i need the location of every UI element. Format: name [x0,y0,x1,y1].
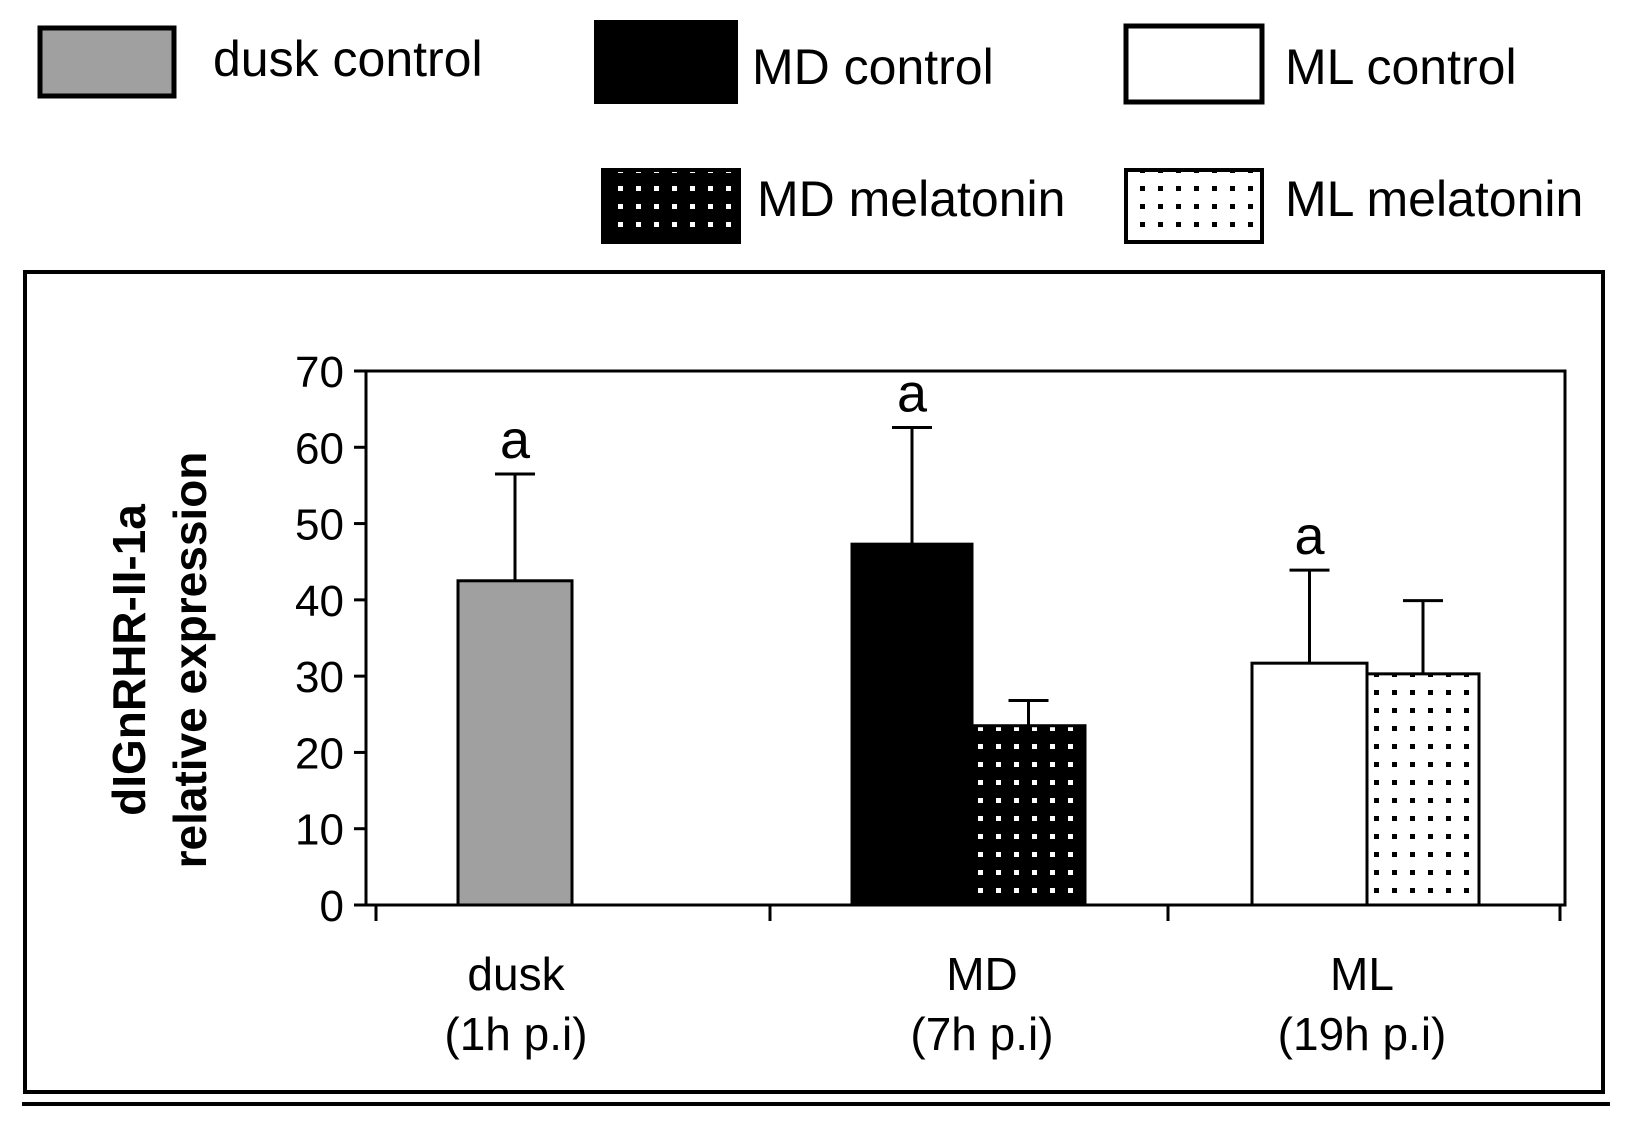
legend-label-md-control: MD control [752,39,994,95]
legend-label-dusk-control: dusk control [213,31,483,87]
legend: dusk control MD control ML control MD me… [37,20,1583,244]
x-group-label: (7h p.i) [910,1008,1053,1060]
legend-swatch-md-melatonin [601,168,741,244]
legend-item-md-control: MD control [594,20,994,104]
y-tick-label: 70 [295,348,344,397]
legend-item-ml-melatonin: ML melatonin [1124,168,1583,244]
x-axis: dusk (1h p.i) MD (7h p.i) ML (19h p.i) [374,905,1562,1060]
x-group-label: MD [946,948,1018,1000]
bar-dusk-control [456,579,574,907]
legend-swatch-md-control [594,20,738,104]
bar-MD-control [850,542,974,907]
legend-label-ml-control: ML control [1285,39,1517,95]
bar-ML-melatonin [1365,672,1481,907]
significance-letter: a [500,410,531,470]
significance-letter: a [1294,506,1325,566]
y-axis-title-line-2: relative expression [164,452,216,869]
y-tick-label: 20 [295,729,344,778]
x-group-label: ML [1330,948,1394,1000]
y-tick-label: 10 [295,806,344,855]
legend-swatch-ml-control [1123,23,1265,105]
y-tick-label: 60 [295,424,344,473]
bar-MD-melatonin [970,724,1087,907]
legend-swatch-dusk-control [37,25,177,99]
legend-item-dusk-control: dusk control [37,25,483,99]
legend-item-ml-control: ML control [1123,23,1517,105]
y-axis: 0 10 20 30 40 50 60 70 [295,348,366,931]
y-tick-label: 0 [320,882,344,931]
chart-frame [23,270,1605,1094]
x-group-label: (19h p.i) [1278,1008,1447,1060]
legend-label-ml-melatonin: ML melatonin [1285,171,1583,227]
y-tick-label: 40 [295,577,344,626]
y-tick-label: 30 [295,653,344,702]
y-axis-title: dIGnRHR-II-1a relative expression [103,452,216,869]
x-group-label: dusk [467,948,565,1000]
x-group-label: (1h p.i) [444,1008,587,1060]
bar-ML-control [1250,661,1369,907]
significance-letter: a [897,363,928,423]
legend-label-md-melatonin: MD melatonin [757,171,1065,227]
legend-item-md-melatonin: MD melatonin [601,168,1065,244]
y-axis-title-line-1: dIGnRHR-II-1a [103,504,155,816]
y-tick-label: 50 [295,501,344,550]
legend-swatch-ml-melatonin [1124,168,1264,244]
bars: a a a [456,363,1481,907]
